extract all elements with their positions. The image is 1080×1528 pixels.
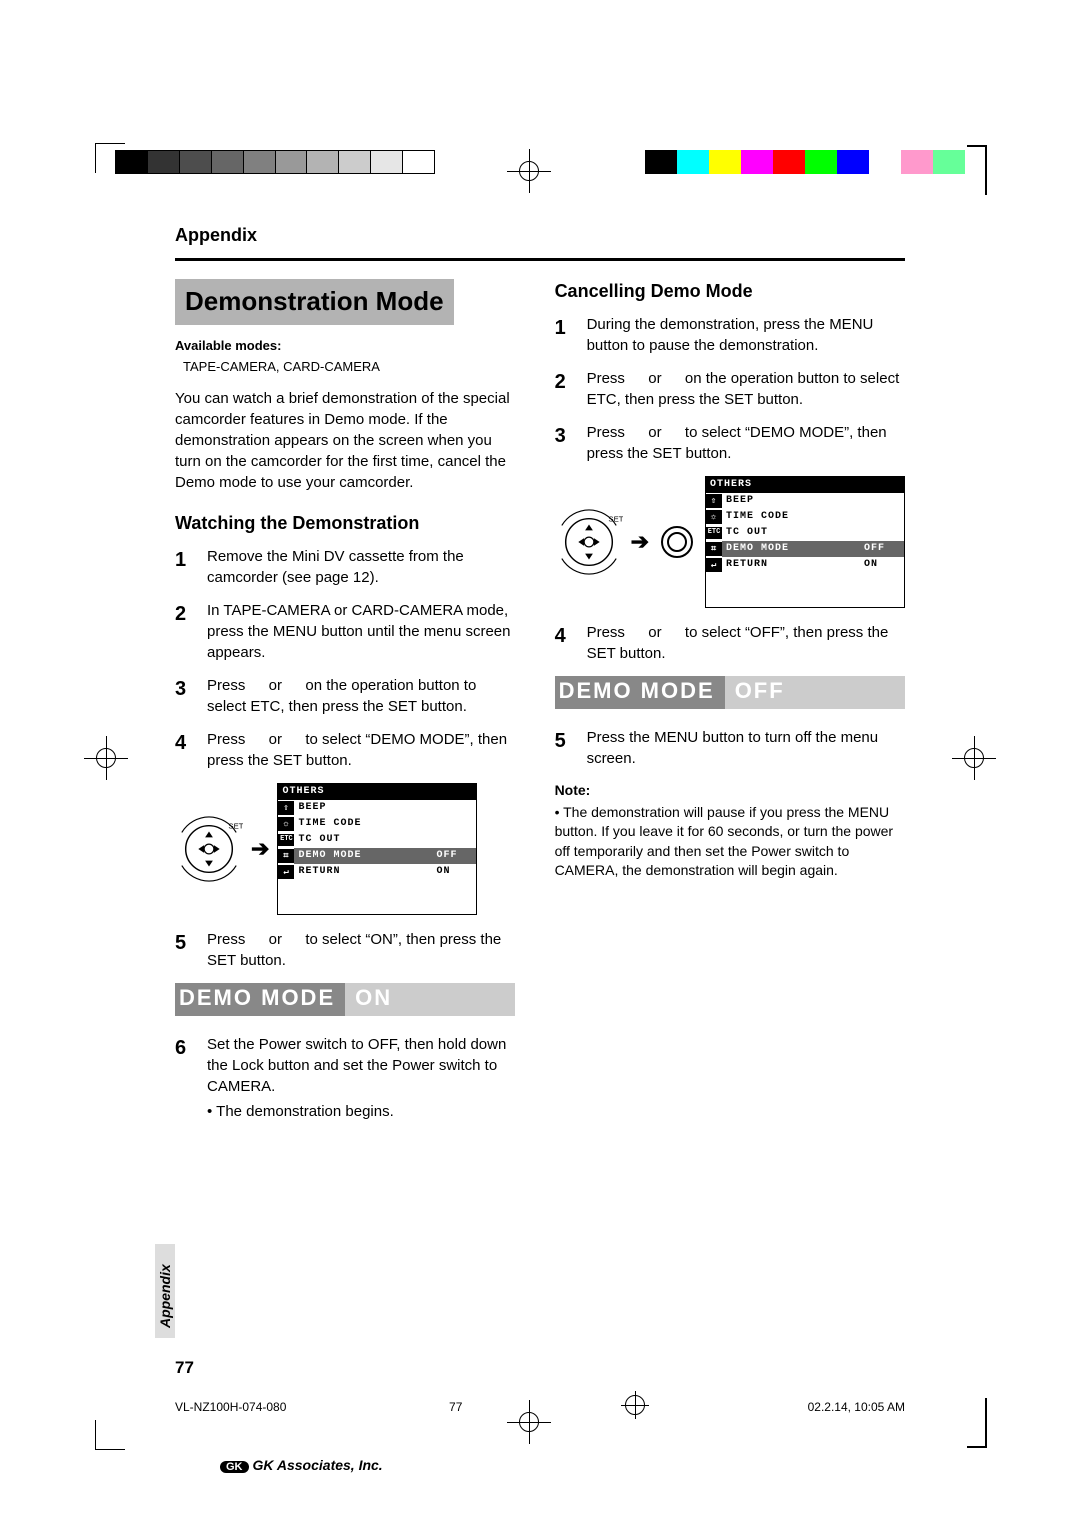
step-3: 3Press or on the operation button to sel…: [175, 675, 515, 717]
left-column: Demonstration Mode Available modes: TAPE…: [175, 279, 515, 1134]
page-number: 77: [175, 1358, 194, 1378]
cancel-step-3: 3Press or to select “DEMO MODE”, then pr…: [555, 422, 905, 464]
note-body: The demonstration will pause if you pres…: [555, 803, 905, 881]
footer: VL-NZ100H-074-080 77 02.2.14, 10:05 AM: [175, 1395, 905, 1418]
arrow-icon: ➔: [631, 527, 649, 558]
svg-text:SET: SET: [608, 515, 623, 524]
available-modes-label: Available modes:: [175, 337, 515, 355]
demo-mode-off-strip: DEMO MODE OFF: [555, 676, 905, 709]
footer-timestamp: 02.2.14, 10:05 AM: [808, 1400, 905, 1414]
step-6: 6 Set the Power switch to OFF, then hold…: [175, 1034, 515, 1122]
section-title: Demonstration Mode: [175, 279, 454, 325]
available-modes: TAPE-CAMERA, CARD-CAMERA: [175, 358, 515, 376]
cancel-step-5: 5Press the MENU button to turn off the m…: [555, 727, 905, 769]
step-6-sub: The demonstration begins.: [207, 1101, 515, 1122]
arrow-icon: ➔: [251, 834, 269, 865]
watching-heading: Watching the Demonstration: [175, 511, 515, 536]
registration-left: [88, 740, 124, 776]
footer-reg-icon: [625, 1395, 645, 1418]
dpad-icon: SET: [175, 815, 243, 883]
note-label: Note:: [555, 781, 905, 801]
dpad-icon: SET: [555, 508, 623, 576]
svg-text:SET: SET: [228, 822, 243, 831]
right-column: Cancelling Demo Mode 1During the demonst…: [555, 279, 905, 1134]
color-bar: [645, 150, 965, 174]
crop-mark-bl: [95, 1420, 125, 1450]
cancel-step-4: 4Press or to select “OFF”, then press th…: [555, 622, 905, 664]
breadcrumb: Appendix: [175, 225, 905, 246]
registration-right: [956, 740, 992, 776]
demo-mode-on-strip: DEMO MODE ON: [175, 983, 515, 1016]
side-tab: Appendix: [155, 1244, 175, 1338]
step-2: 2In TAPE-CAMERA or CARD-CAMERA mode, pre…: [175, 600, 515, 663]
associates-credit: GKGK Associates, Inc.: [220, 1457, 383, 1473]
operation-diagram-right: SET ➔ OTHERS⇧BEEP☼TIME CODEETCTC OUT⌗DEM…: [555, 476, 905, 608]
intro-paragraph: You can watch a brief demonstration of t…: [175, 388, 515, 493]
menu-preview-left: OTHERS⇧BEEP☼TIME CODEETCTC OUT⌗DEMO MODE…: [277, 783, 477, 915]
horizontal-rule: [175, 258, 905, 261]
operation-diagram-left: SET ➔ OTHERS⇧BEEP☼TIME CODEETCTC OUT⌗DEM…: [175, 783, 515, 915]
cancel-step-2: 2Press or on the operation button to sel…: [555, 368, 905, 410]
cancel-step-1: 1During the demonstration, press the MEN…: [555, 314, 905, 356]
registration-top: [511, 153, 547, 189]
step-1: 1Remove the Mini DV cassette from the ca…: [175, 546, 515, 588]
set-circle-icon: [657, 522, 697, 562]
footer-doc: VL-NZ100H-074-080: [175, 1400, 286, 1414]
grayscale-bar: [115, 150, 435, 174]
cancelling-heading: Cancelling Demo Mode: [555, 279, 905, 304]
footer-page: 77: [449, 1400, 462, 1414]
menu-preview-right: OTHERS⇧BEEP☼TIME CODEETCTC OUT⌗DEMO MODE…: [705, 476, 905, 608]
assoc-badge: GK: [220, 1461, 249, 1473]
step-5: 5Press or to select “ON”, then press the…: [175, 929, 515, 971]
step-4: 4Press or to select “DEMO MODE”, then pr…: [175, 729, 515, 771]
